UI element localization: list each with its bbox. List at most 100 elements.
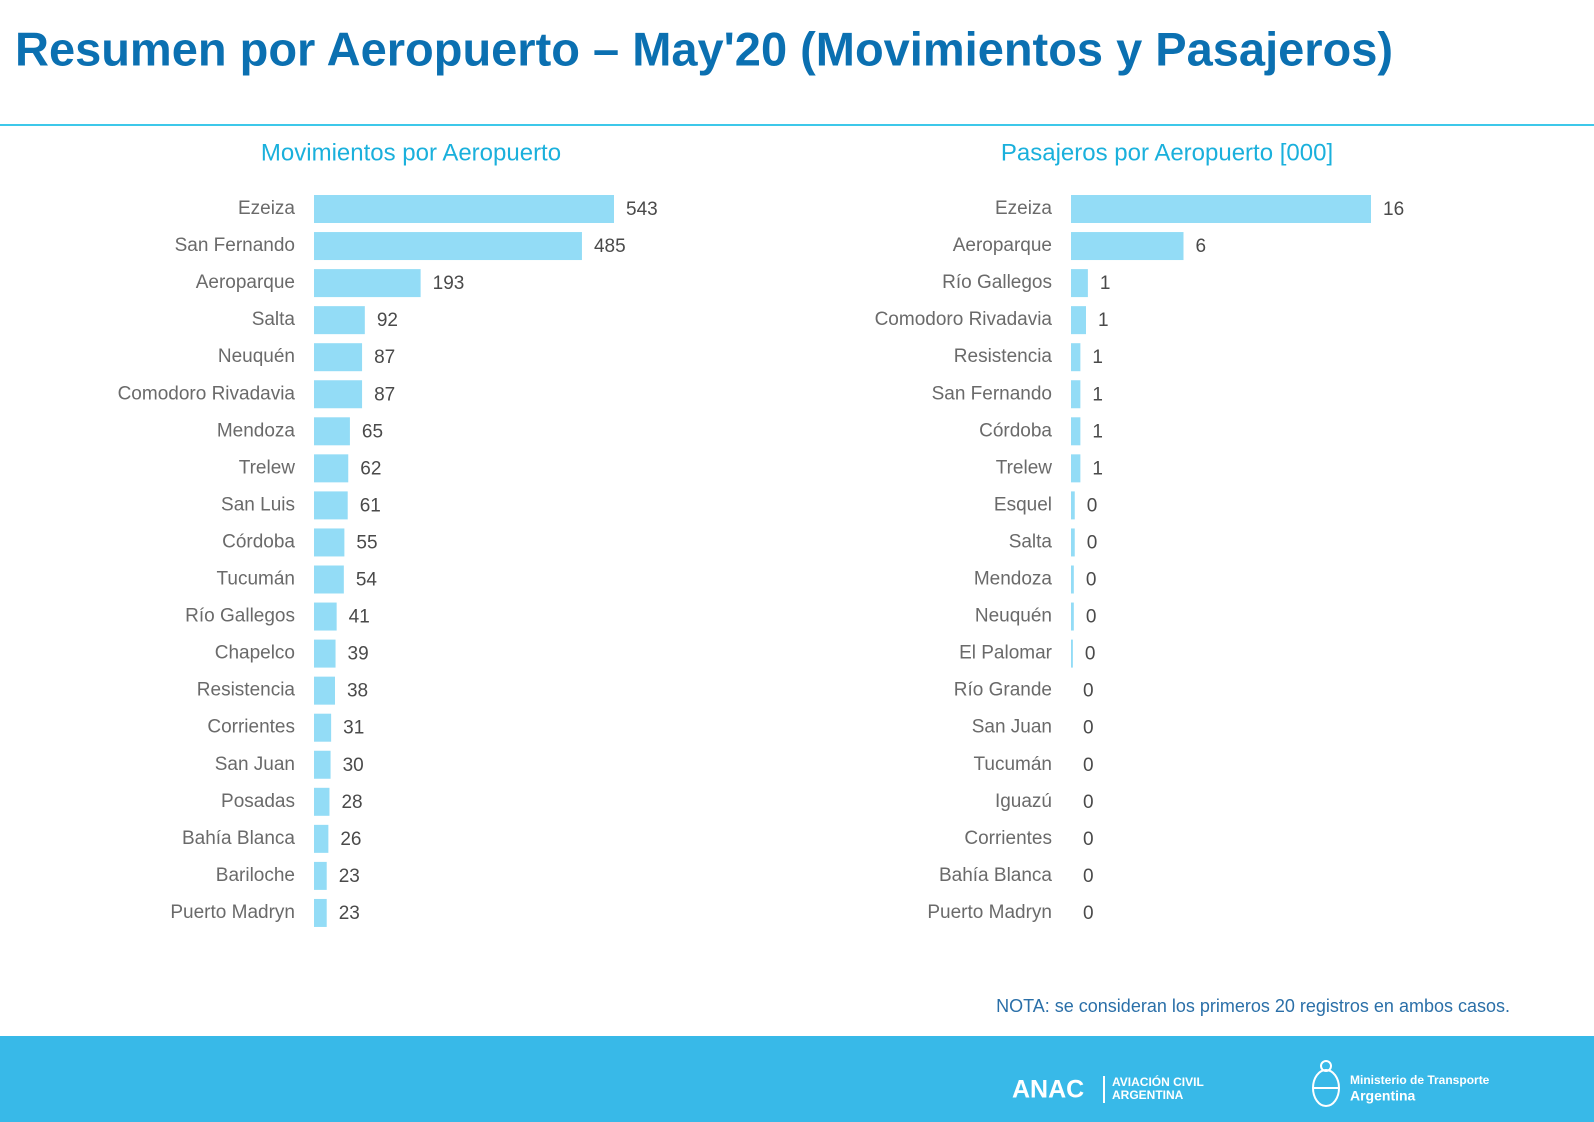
value-label: 23: [339, 903, 360, 924]
bar: [1071, 639, 1073, 668]
category-label: Salta: [1009, 531, 1053, 552]
value-label: 0: [1085, 644, 1096, 665]
shield-icon: [1312, 1060, 1340, 1107]
anac-logo: ANAC: [1012, 1076, 1084, 1104]
category-label: Río Grande: [954, 680, 1052, 701]
category-label: Mendoza: [217, 420, 296, 441]
value-label: 1: [1092, 347, 1103, 368]
value-label: 39: [348, 644, 369, 665]
category-label: Comodoro Rivadavia: [875, 309, 1053, 330]
chart-title: Pasajeros por Aeropuerto [000]: [1001, 139, 1333, 166]
value-label: 485: [594, 236, 626, 257]
bar: [314, 306, 365, 335]
bar: [314, 787, 330, 816]
category-label: Resistencia: [197, 680, 296, 701]
bar: [1071, 195, 1371, 223]
category-label: Ezeiza: [238, 198, 295, 219]
category-label: Puerto Madryn: [927, 902, 1052, 923]
ministry-line: Ministerio de Transporte: [1350, 1073, 1490, 1087]
category-label: San Luis: [221, 494, 295, 515]
value-label: 41: [349, 607, 370, 628]
category-label: Tucumán: [217, 569, 296, 590]
bar: [314, 639, 336, 668]
bar: [1071, 602, 1074, 631]
category-label: Trelew: [239, 457, 296, 478]
value-label: 87: [374, 347, 395, 368]
category-label: Córdoba: [222, 531, 295, 552]
category-label: San Fernando: [932, 383, 1052, 404]
bar: [314, 750, 331, 779]
value-label: 0: [1087, 495, 1098, 516]
value-label: 38: [347, 681, 368, 702]
ministry-line: Argentina: [1350, 1088, 1416, 1104]
bar: [314, 343, 363, 372]
category-label: Puerto Madryn: [170, 902, 295, 923]
category-label: Mendoza: [974, 569, 1053, 590]
value-label: 1: [1092, 458, 1103, 479]
category-label: Salta: [252, 309, 296, 330]
category-label: El Palomar: [959, 643, 1053, 664]
category-label: Corrientes: [207, 717, 295, 738]
value-label: 16: [1383, 199, 1404, 220]
value-label: 0: [1083, 829, 1094, 850]
category-label: Aeroparque: [953, 235, 1052, 256]
value-label: 54: [356, 570, 378, 591]
bar: [314, 269, 421, 298]
category-label: Aeroparque: [196, 272, 295, 293]
bar: [1071, 232, 1184, 261]
note: NOTA: se consideran los primeros 20 regi…: [996, 996, 1510, 1016]
bar: [314, 232, 582, 261]
value-label: 0: [1083, 792, 1094, 813]
category-label: Bariloche: [216, 865, 295, 886]
bar: [314, 861, 327, 890]
bar: [314, 713, 332, 742]
bar: [314, 676, 335, 705]
category-label: Comodoro Rivadavia: [118, 383, 296, 404]
bar: [314, 824, 329, 853]
bar: [314, 417, 350, 446]
category-label: San Juan: [972, 717, 1052, 738]
category-label: Bahía Blanca: [182, 828, 295, 849]
category-label: Iguazú: [995, 791, 1052, 812]
value-label: 55: [356, 532, 377, 553]
category-label: Chapelco: [215, 643, 295, 664]
bar: [1071, 269, 1088, 298]
value-label: 1: [1092, 421, 1103, 442]
bar: [314, 565, 344, 594]
bar: [1071, 417, 1081, 446]
bar: [314, 491, 348, 520]
bar: [1071, 306, 1086, 335]
value-label: 6: [1196, 236, 1207, 257]
bar: [314, 454, 349, 483]
bar: [1071, 343, 1081, 372]
category-label: Río Gallegos: [942, 272, 1052, 293]
value-label: 92: [377, 310, 398, 331]
category-label: Neuquén: [975, 606, 1052, 627]
bar: [314, 528, 345, 557]
value-label: 1: [1100, 273, 1111, 294]
category-label: Trelew: [996, 457, 1053, 478]
value-label: 87: [374, 384, 395, 405]
value-label: 65: [362, 421, 383, 442]
title-rule: [0, 124, 1594, 126]
value-label: 0: [1083, 755, 1094, 776]
category-label: Neuquén: [218, 346, 295, 367]
category-label: Bahía Blanca: [939, 865, 1052, 886]
category-label: Esquel: [994, 494, 1052, 515]
anac-line: ARGENTINA: [1112, 1088, 1184, 1102]
value-label: 0: [1083, 903, 1094, 924]
value-label: 543: [626, 199, 658, 220]
category-label: Córdoba: [979, 420, 1052, 441]
bar: [314, 195, 614, 223]
value-label: 0: [1083, 718, 1094, 739]
category-label: San Juan: [215, 754, 295, 775]
value-label: 0: [1087, 532, 1098, 553]
value-label: 28: [341, 792, 362, 813]
bar: [314, 380, 363, 409]
value-label: 0: [1083, 681, 1094, 702]
value-label: 61: [360, 495, 381, 516]
category-label: San Fernando: [175, 235, 295, 256]
category-label: Corrientes: [964, 828, 1052, 849]
footer-band: [0, 1036, 1594, 1122]
